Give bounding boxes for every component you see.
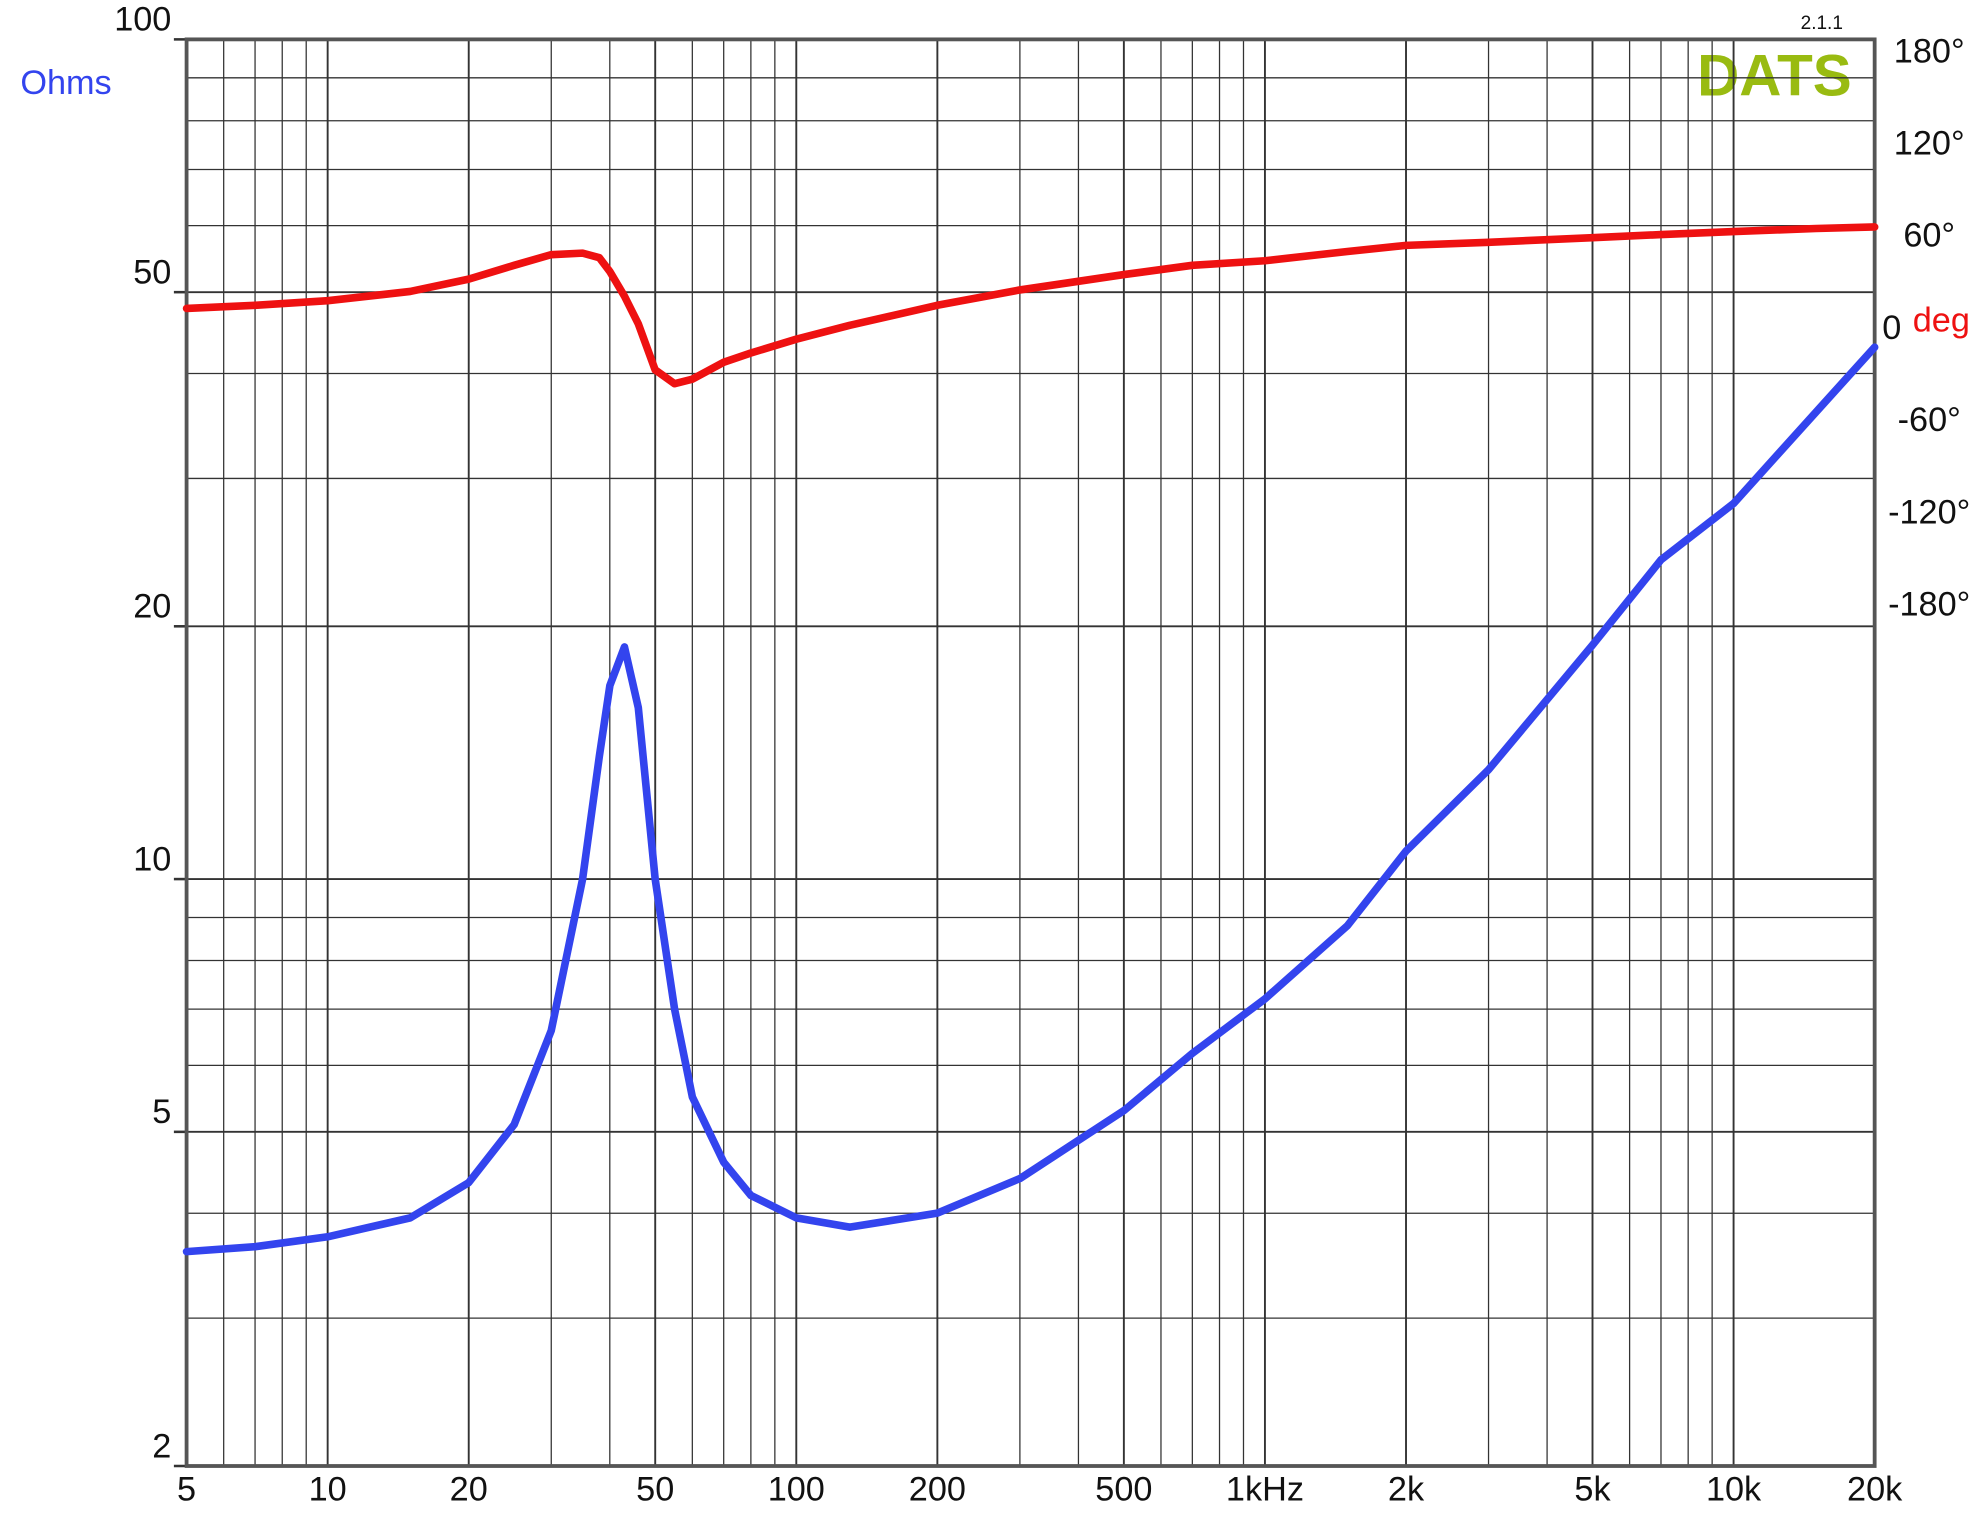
y2-axis-label: deg [1913,301,1970,339]
x-tick-label: 100 [768,1470,825,1508]
y2-tick-label: -180° [1888,586,1970,624]
y-axis-label: Ohms [20,64,111,102]
y-tick-label: 10 [133,840,171,878]
y-tick-label: 100 [114,1,171,39]
y2-tick-label: -120° [1888,493,1970,531]
x-tick-label: 500 [1095,1470,1152,1508]
x-tick-label: 10 [309,1470,347,1508]
y2-tick-label: -60° [1898,401,1961,439]
version: 2.1.1 [1801,13,1843,34]
x-tick-label: 10k [1706,1470,1762,1508]
x-tick-label: 200 [909,1470,966,1508]
y-tick-label: 50 [133,253,171,291]
y2-tick-label: 180° [1894,32,1965,70]
plot-frame [184,37,1877,1468]
y-tick-label: 2 [152,1427,171,1465]
x-tick-label: 1kHz [1226,1470,1304,1508]
x-tick-label: 5k [1574,1470,1611,1508]
x-tick-label: 50 [636,1470,674,1508]
y2-tick-label: 120° [1894,125,1965,163]
logo-box [1695,47,1856,113]
logo: DATS [1697,43,1852,108]
line-series [182,343,1879,1256]
line-series [182,223,1879,388]
x-tick-label: 20k [1847,1470,1903,1508]
y2-tick-label: 0 [1882,309,1901,347]
y2-tick-label: 60° [1903,217,1955,255]
x-tick-label: 5 [177,1470,196,1508]
x-tick-label: 2k [1388,1470,1425,1508]
y-tick-label: 20 [133,588,171,626]
y-tick-label: 5 [152,1093,171,1131]
x-tick-label: 20 [450,1470,488,1508]
